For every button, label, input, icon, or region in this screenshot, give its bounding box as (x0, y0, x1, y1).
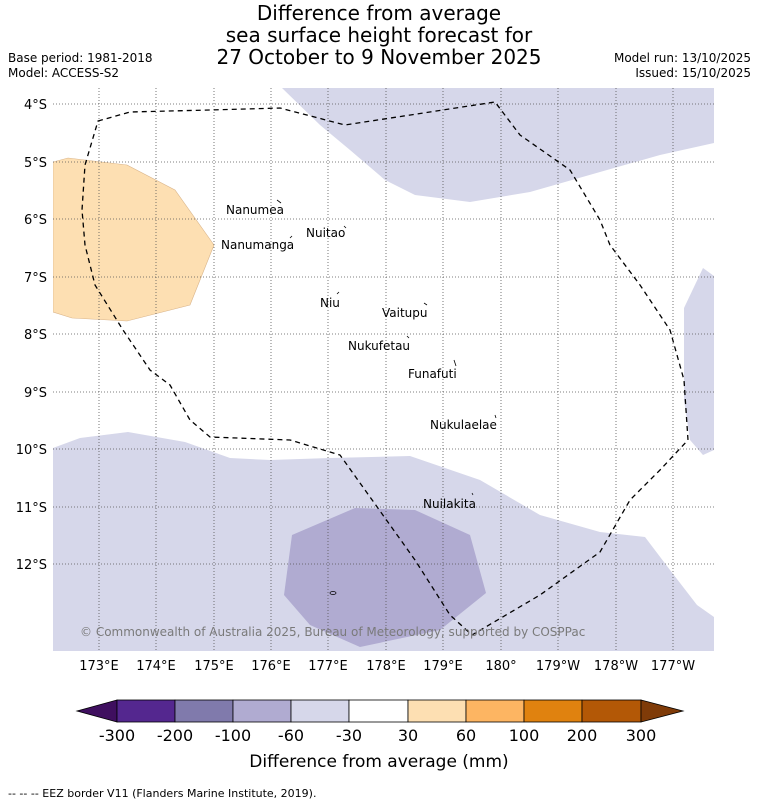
colorbar: -300 -200 -100 -60 -30 30 60 100 200 300… (75, 699, 685, 772)
place-nuitao: Nuitao (306, 226, 345, 240)
lat-label-6s: 6°S (24, 213, 47, 228)
colorbar-bin-5 (348, 699, 409, 723)
map-area (53, 88, 714, 651)
meta-left: Base period: 1981-2018 Model: ACCESS-S2 (8, 51, 153, 81)
lon-label-177w: 177°W (651, 659, 695, 674)
lon-label-176e: 176°E (251, 659, 291, 674)
anomaly-region-south-strong (284, 508, 486, 647)
island-nanumea-shape (276, 199, 282, 204)
place-vaitupu: Vaitupu (382, 306, 428, 320)
place-nuilakita: Nuilakita (423, 497, 476, 511)
colorbar-bin-4 (290, 699, 350, 723)
colorbar-bin-9 (581, 699, 642, 723)
eez-legend-note: -- -- -- EEZ border V11 (Flanders Marine… (8, 787, 316, 800)
lat-label-11s: 11°S (16, 501, 47, 516)
longitude-labels: 173°E 174°E 175°E 176°E 177°E 178°E 179°… (79, 659, 695, 674)
lat-label-12s: 12°S (16, 558, 47, 573)
anomaly-region-north (282, 88, 714, 202)
lon-label-174e: 174°E (136, 659, 176, 674)
island-nukulaelae-shape (494, 414, 497, 419)
colorbar-bin-3 (232, 699, 292, 723)
colorbar-bin-2 (174, 699, 234, 723)
colorbar-extend-min (75, 699, 118, 723)
anomaly-region-east (684, 268, 714, 455)
cb-tick-6: 30 (398, 726, 418, 745)
island-nanumanga-shape (289, 235, 293, 239)
island-nuilakita-shape (471, 492, 474, 496)
place-nukufetau: Nukufetau (348, 339, 410, 353)
model-run: Model run: 13/10/2025 (613, 51, 751, 65)
cb-tick-10: 300 (626, 726, 657, 745)
colorbar-bin-6 (407, 699, 467, 723)
title-line-2: sea surface height forecast for (225, 23, 533, 47)
grid-lines (53, 88, 714, 651)
latitude-labels: 4°S 5°S 6°S 7°S 8°S 9°S 10°S 11°S 12°S (16, 98, 47, 573)
island-nuitao-shape (343, 225, 347, 229)
colorbar-extend-max (640, 699, 685, 723)
island-funafuti-shape (453, 359, 457, 367)
islands (276, 199, 497, 595)
base-period: Base period: 1981-2018 (8, 51, 153, 65)
place-funafuti: Funafuti (408, 367, 457, 381)
colorbar-bin-8 (523, 699, 583, 723)
lon-label-175e: 175°E (194, 659, 234, 674)
lon-label-179e: 179°E (423, 659, 463, 674)
place-nukulaelae: Nukulaelae (430, 418, 497, 432)
lat-label-10s: 10°S (16, 443, 47, 458)
meta-right: Model run: 13/10/2025 Issued: 15/10/2025 (614, 51, 751, 81)
lon-label-180: 180° (485, 659, 516, 674)
cb-tick-5: -30 (336, 726, 362, 745)
place-nanumea: Nanumea (226, 203, 284, 217)
anomaly-region-west-positive (53, 157, 215, 322)
title-line-1: Difference from average (256, 1, 502, 25)
cb-tick-3: -100 (215, 726, 251, 745)
model-name: Model: ACCESS-S2 (8, 66, 120, 80)
cb-tick-8: 100 (509, 726, 540, 745)
lat-label-5s: 5°S (24, 156, 47, 171)
place-niu: Niu (320, 296, 340, 310)
lon-label-178w: 178°W (594, 659, 638, 674)
lon-label-173e: 173°E (79, 659, 119, 674)
cb-tick-4: -60 (278, 726, 304, 745)
eez-border (81, 101, 689, 636)
colorbar-bin-1 (116, 699, 176, 723)
title-line-3: 27 October to 9 November 2025 (216, 45, 542, 69)
island-nukufetau-shape (406, 335, 410, 339)
island-niu-shape (336, 291, 340, 295)
cb-tick-1: -300 (99, 726, 135, 745)
lon-label-178e: 178°E (366, 659, 406, 674)
lon-label-177e: 177°E (308, 659, 348, 674)
lat-label-4s: 4°S (24, 98, 47, 113)
copyright-text: © Commonwealth of Australia 2025, Bureau… (80, 625, 585, 639)
lon-label-179w: 179°W (536, 659, 580, 674)
colorbar-title: Difference from average (mm) (249, 752, 508, 772)
place-nanumanga: Nanumanga (221, 238, 294, 252)
island-vaitupu-shape (423, 302, 428, 306)
island-south-shape (329, 591, 337, 595)
cb-tick-9: 200 (567, 726, 598, 745)
colorbar-bin-7 (465, 699, 525, 723)
map-title: Difference from average sea surface heig… (0, 2, 758, 68)
issued-date: Issued: 15/10/2025 (635, 66, 751, 80)
cb-tick-7: 60 (456, 726, 476, 745)
lat-label-9s: 9°S (24, 386, 47, 401)
lat-label-7s: 7°S (24, 271, 47, 286)
cb-tick-2: -200 (157, 726, 193, 745)
lat-label-8s: 8°S (24, 328, 47, 343)
